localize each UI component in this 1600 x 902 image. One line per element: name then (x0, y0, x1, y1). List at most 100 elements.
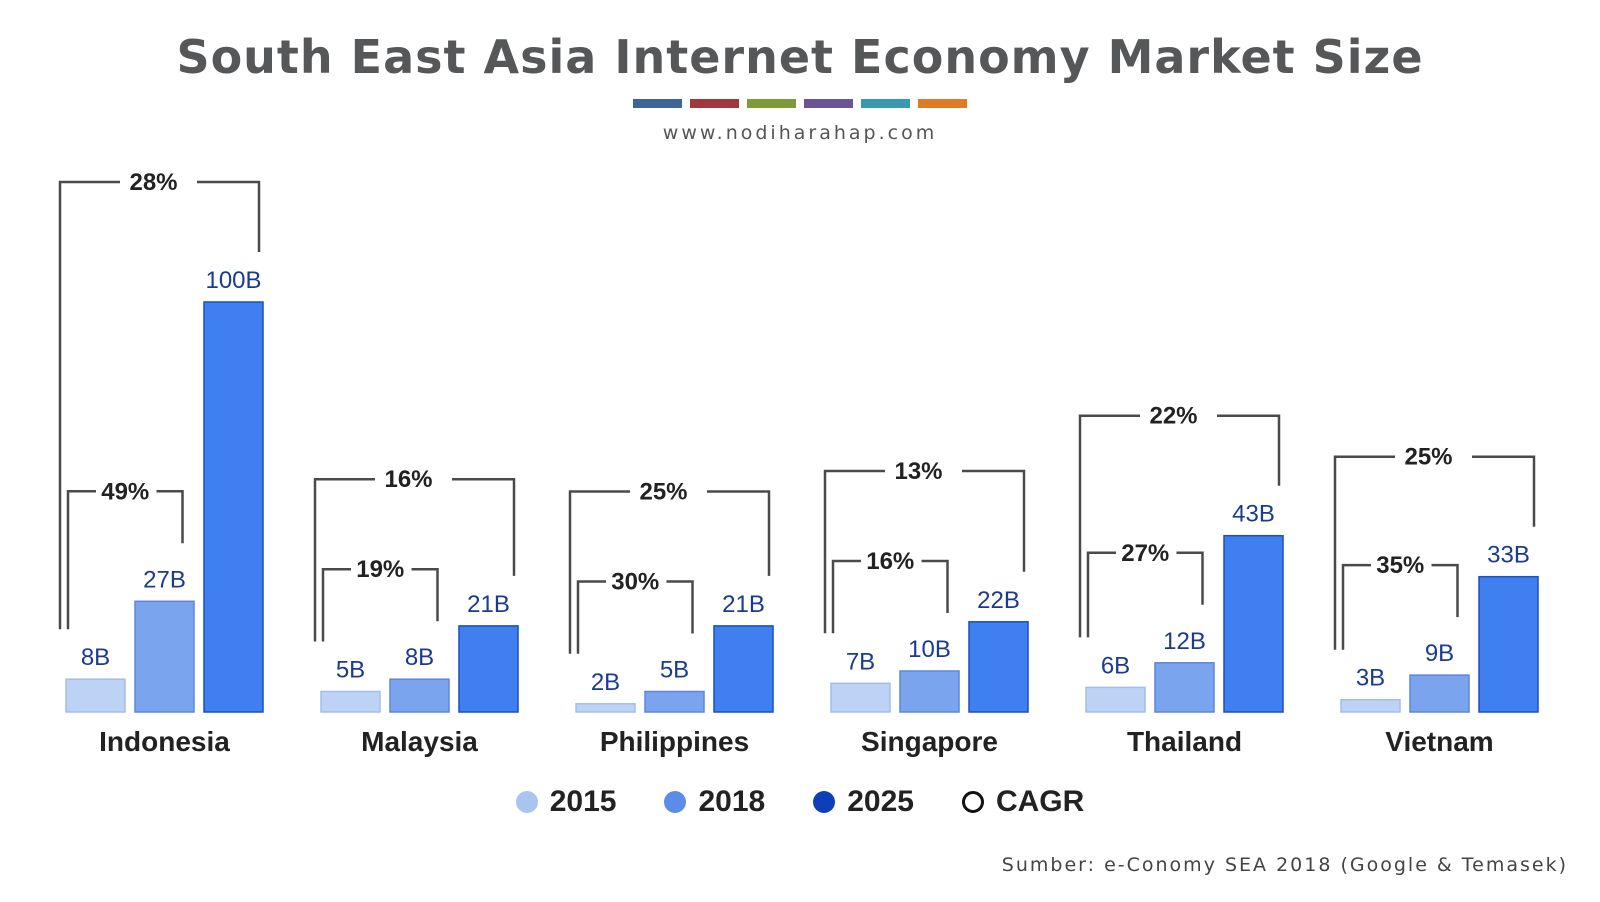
title-stripe (861, 99, 910, 108)
bar (968, 621, 1029, 713)
cagr-outer-label: 22% (1149, 403, 1197, 430)
category-label: Thailand (1127, 726, 1242, 757)
bar-value-label: 5B (336, 657, 365, 684)
bar (1223, 534, 1284, 713)
chart-legend: 2015 2018 2025 CAGR (0, 785, 1600, 819)
legend-marker (961, 791, 984, 813)
legend-item: CAGR (961, 785, 1085, 819)
bar-value-label: 33B (1487, 542, 1530, 569)
source-note: Sumber: e-Conomy SEA 2018 (Google & Tema… (1001, 854, 1568, 876)
bar-value-label: 5B (660, 657, 689, 684)
cagr-bracket-outer-left (1078, 414, 1140, 638)
bar (65, 678, 126, 713)
cagr-bracket-inner-right (1431, 563, 1459, 618)
bar-value-label: 8B (405, 644, 434, 671)
legend-label: 2025 (847, 785, 914, 818)
cagr-inner-label: 19% (356, 556, 404, 583)
bar-value-label: 43B (1232, 501, 1275, 528)
title-stripe (633, 99, 682, 108)
cagr-inner-label: 27% (1121, 540, 1169, 567)
bar-value-label: 100B (205, 267, 261, 294)
cagr-bracket-inner-left (576, 580, 606, 654)
cagr-bracket-outer-right (197, 180, 261, 252)
bar (1154, 662, 1215, 713)
category-label: Philippines (600, 726, 749, 757)
website-url: www.nodiharahap.com (662, 122, 938, 144)
bar (203, 301, 264, 713)
category-label: Vietnam (1385, 726, 1493, 757)
legend-marker (515, 791, 538, 813)
cagr-bracket-inner-left (1341, 563, 1371, 650)
bar (134, 600, 195, 713)
chart-title: South East Asia Internet Economy Market … (176, 30, 1424, 84)
cagr-bracket-inner-right (921, 559, 949, 613)
legend-label: CAGR (995, 785, 1085, 818)
bar (1340, 698, 1401, 713)
cagr-bracket-inner-left (831, 559, 861, 634)
cagr-bracket-inner-right (411, 567, 439, 622)
bar (644, 690, 705, 713)
title-stripe (690, 99, 739, 108)
cagr-outer-label: 16% (384, 466, 432, 493)
cagr-bracket-outer-left (568, 490, 630, 654)
cagr-bracket-outer-right (452, 477, 516, 576)
cagr-inner-label: 30% (611, 569, 659, 596)
legend-marker (664, 791, 687, 813)
bar-value-label: 9B (1425, 640, 1454, 667)
cagr-bracket-inner-left (66, 490, 96, 630)
cagr-inner-label: 16% (866, 548, 914, 575)
bar-value-label: 8B (81, 644, 110, 671)
cagr-bracket-inner-right (666, 580, 694, 634)
cagr-inner-label: 35% (1376, 552, 1424, 579)
cagr-bracket-outer-left (1333, 455, 1395, 650)
bar-value-label: 3B (1356, 665, 1385, 692)
bar-value-label: 10B (908, 636, 951, 663)
legend-marker (813, 791, 836, 813)
title-stripe (804, 99, 853, 108)
bar (458, 625, 519, 713)
bar (575, 703, 636, 713)
cagr-bracket-outer-left (823, 469, 885, 634)
title-stripe (747, 99, 796, 108)
cagr-bracket-outer-right (1472, 455, 1536, 527)
bar (713, 625, 774, 713)
title-color-stripes (0, 99, 1600, 108)
legend-item: 2015 (515, 785, 617, 819)
bar-value-label: 21B (467, 591, 510, 618)
bar-value-label: 2B (591, 669, 620, 696)
bar (899, 670, 960, 713)
bar (1478, 575, 1539, 713)
cagr-bracket-inner-left (321, 567, 351, 642)
category-label: Indonesia (99, 726, 230, 757)
bar-value-label: 7B (846, 648, 875, 675)
cagr-bracket-outer-left (313, 477, 375, 642)
legend-label: 2015 (549, 785, 617, 818)
category-label: Malaysia (361, 726, 478, 757)
cagr-outer-label: 25% (1404, 444, 1452, 471)
cagr-bracket-outer-left (58, 180, 120, 630)
cagr-inner-label: 49% (101, 478, 149, 505)
legend-item: 2018 (664, 785, 765, 819)
bar-value-label: 12B (1163, 628, 1206, 655)
legend-label: 2018 (698, 785, 766, 818)
category-label: Singapore (861, 726, 998, 757)
cagr-outer-label: 28% (129, 169, 177, 196)
bar-value-label: 22B (977, 587, 1020, 614)
bar (320, 690, 381, 713)
cagr-bracket-outer-right (962, 469, 1026, 572)
bar (1085, 686, 1146, 713)
cagr-outer-label: 13% (894, 458, 942, 485)
cagr-outer-label: 25% (639, 479, 687, 506)
bar (389, 678, 450, 713)
cagr-bracket-outer-right (1217, 414, 1281, 486)
bar-value-label: 6B (1101, 652, 1130, 679)
cagr-bracket-outer-right (707, 490, 771, 576)
legend-item: 2025 (813, 785, 914, 819)
cagr-bracket-inner-right (156, 490, 184, 544)
bar (1409, 674, 1470, 713)
cagr-bracket-inner-left (1086, 551, 1116, 638)
cagr-bracket-inner-right (1176, 551, 1204, 605)
title-stripe (918, 99, 967, 108)
bar-value-label: 21B (722, 591, 765, 618)
